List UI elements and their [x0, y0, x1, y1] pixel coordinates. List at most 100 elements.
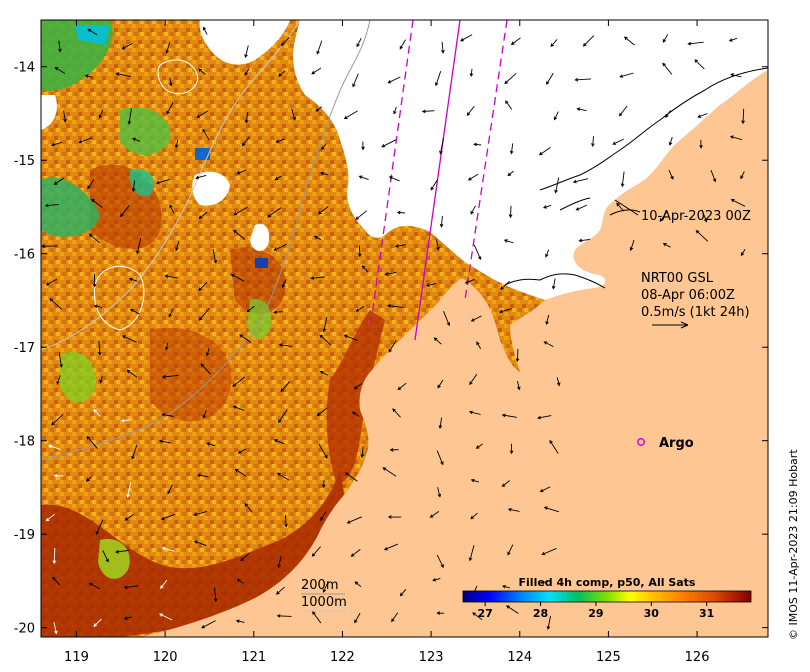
sst-warm-patch	[41, 470, 345, 637]
current-arrow	[92, 273, 97, 288]
current-arrow	[232, 376, 245, 387]
current-arrow	[195, 174, 207, 180]
current-arrow	[212, 248, 218, 264]
current-arrow	[439, 137, 444, 155]
current-arrow	[123, 616, 132, 620]
current-arrow	[232, 405, 245, 411]
current-arrow	[230, 273, 245, 282]
current-arrow	[354, 612, 361, 624]
cloud-mask	[250, 223, 270, 252]
current-arrow	[476, 341, 482, 350]
current-arrow	[159, 613, 173, 621]
sst-cool-patch	[120, 107, 171, 155]
current-arrow	[53, 622, 58, 635]
current-arrow	[470, 512, 478, 520]
current-arrow	[205, 348, 210, 357]
current-arrow	[505, 100, 513, 110]
current-arrow	[358, 175, 369, 181]
current-arrow	[591, 136, 595, 148]
current-arrow	[551, 278, 556, 290]
current-arrow	[439, 215, 444, 228]
current-arrow	[129, 308, 140, 315]
current-arrow	[241, 136, 250, 147]
current-arrow	[280, 381, 290, 393]
current-arrow	[239, 334, 252, 343]
current-arrow	[58, 351, 63, 368]
y-tick-label: -20	[14, 622, 35, 637]
current-arrow	[202, 410, 207, 419]
current-arrow	[668, 169, 674, 180]
current-arrow	[124, 514, 134, 521]
current-arrow	[193, 540, 207, 547]
current-arrow	[126, 369, 138, 378]
current-arrow	[115, 72, 131, 77]
current-arrow	[322, 317, 328, 333]
date-label: 10-Apr-2023 00Z	[641, 209, 751, 224]
current-arrow	[275, 138, 285, 143]
current-arrow	[510, 37, 521, 45]
argo-label: Argo	[659, 436, 694, 451]
current-arrow	[729, 135, 743, 141]
current-arrow	[381, 139, 397, 148]
current-arrow	[155, 178, 170, 185]
current-arrow	[382, 467, 397, 477]
current-arrow	[425, 282, 437, 287]
current-arrow	[355, 210, 368, 220]
current-arrow	[164, 274, 178, 279]
current-arrow	[694, 59, 705, 70]
current-arrow	[344, 472, 358, 482]
current-arrow	[196, 473, 209, 478]
current-arrow	[574, 77, 592, 82]
current-product-time: 08-Apr 06:00Z	[641, 288, 735, 303]
current-arrow	[436, 611, 445, 615]
current-arrow	[701, 209, 708, 223]
colorbar-tick-label: 31	[699, 607, 714, 620]
current-arrow	[97, 340, 102, 356]
current-arrow	[421, 109, 435, 114]
current-arrow	[351, 411, 360, 417]
colorbar-tick-label: 27	[477, 607, 492, 620]
current-arrow	[392, 408, 401, 418]
current-arrow	[662, 243, 671, 248]
current-arrow	[503, 239, 514, 244]
current-arrow	[315, 106, 323, 112]
y-tick-label: -15	[14, 154, 35, 169]
eddy-contour	[157, 59, 199, 94]
current-arrow	[51, 141, 63, 147]
current-arrow	[460, 34, 473, 42]
current-arrow	[93, 304, 103, 309]
current-arrow	[131, 180, 136, 193]
current-arrow	[202, 26, 208, 35]
current-arrow	[546, 615, 551, 630]
current-arrow	[280, 37, 290, 47]
current-arrow	[85, 476, 93, 482]
current-arrow	[473, 142, 482, 147]
y-tick-label: -18	[14, 435, 35, 450]
current-arrow	[127, 108, 132, 125]
current-arrow	[198, 281, 208, 292]
current-arrow	[88, 233, 100, 244]
sst-cool-patch	[75, 25, 110, 45]
current-arrow	[244, 68, 250, 76]
current-arrow	[313, 235, 322, 240]
current-arrow	[383, 543, 398, 551]
current-arrow	[240, 553, 250, 562]
current-arrow	[164, 342, 169, 351]
current-arrow	[45, 278, 58, 286]
current-arrow	[612, 138, 624, 145]
current-arrow	[44, 203, 59, 208]
current-arrow	[546, 72, 554, 85]
date-pointer	[614, 199, 639, 216]
current-arrow	[273, 310, 283, 314]
current-arrow	[358, 245, 362, 258]
current-arrow	[572, 178, 589, 184]
current-arrow	[740, 171, 745, 180]
current-arrow	[99, 375, 103, 384]
x-axis: 119 120 121 122 123 124 125 126	[64, 20, 709, 665]
current-arrow	[193, 510, 208, 517]
current-arrow	[430, 179, 438, 191]
current-arrow	[436, 554, 444, 569]
current-arrow	[350, 549, 361, 557]
current-arrow	[121, 43, 133, 50]
sst-cool-patch	[60, 351, 96, 403]
